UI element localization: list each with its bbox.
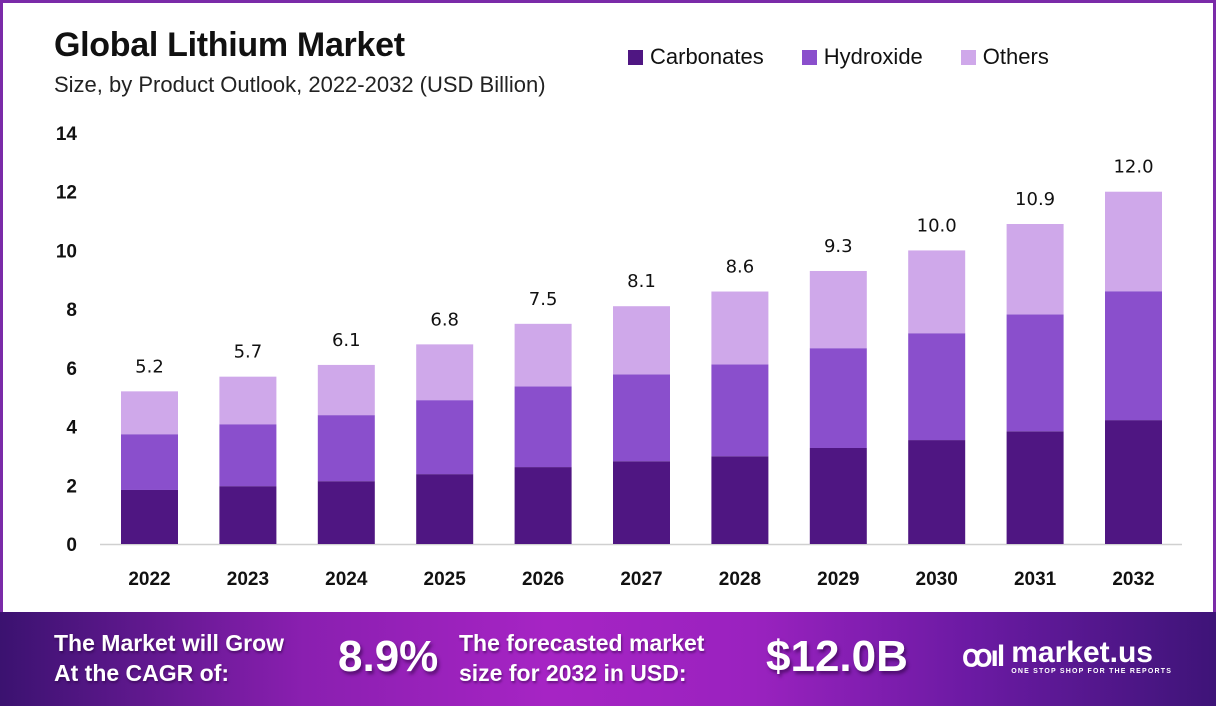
stacked-bar-chart: 0 2 4 6 8 10 12 14 5.2 2022 5.7 2023 6.1 2024 6.8 2025 7…	[56, 124, 1182, 590]
bar-total-label: 6.1	[332, 330, 361, 351]
bar-segment-hydroxide	[809, 348, 867, 449]
bar-total-label: 12.0	[1113, 157, 1153, 178]
bar-segment-carbonates	[908, 440, 966, 544]
bar-segment-others	[1006, 224, 1064, 315]
bar-segment-others	[711, 291, 769, 365]
x-tick-label: 2028	[719, 569, 761, 590]
x-tick-label: 2032	[1112, 569, 1154, 590]
legend-swatch-carbonates	[628, 49, 643, 65]
bar-segment-others	[121, 391, 178, 435]
logo-wordmark: market.us ONE STOP SHOP FOR THE REPORTS	[1011, 636, 1173, 676]
cagr-value: 8.9%	[338, 632, 439, 681]
bar-segment-hydroxide	[416, 400, 474, 475]
y-tick-label: 12	[56, 183, 77, 204]
x-tick-label: 2023	[227, 569, 269, 590]
bar-segment-hydroxide	[711, 364, 769, 457]
bar-segment-others	[1105, 191, 1162, 292]
bar-segment-carbonates	[1105, 420, 1162, 544]
logo-name: market.us	[1011, 636, 1153, 669]
bar-segment-carbonates	[613, 461, 670, 544]
bar-segment-carbonates	[1006, 431, 1064, 544]
x-tick-label: 2030	[916, 569, 958, 590]
bar-segment-others	[613, 306, 670, 375]
bar-segment-others	[219, 376, 277, 425]
y-tick-label: 14	[56, 124, 78, 145]
bar-segment-others	[809, 270, 867, 349]
bar-total-label: 7.5	[529, 289, 558, 310]
legend-swatch-hydroxide	[801, 49, 817, 65]
bar-segment-hydroxide	[514, 386, 572, 468]
x-tick-label: 2029	[817, 569, 859, 590]
cagr-label: The Market will Grow At the CAGR of:	[54, 628, 284, 688]
bar-total-label: 6.8	[430, 309, 459, 330]
bar-segment-others	[317, 364, 375, 416]
bar-segment-carbonates	[219, 486, 277, 544]
bar-segment-hydroxide	[317, 415, 375, 482]
y-tick-label: 6	[66, 359, 77, 380]
y-tick-label: 4	[66, 418, 77, 439]
x-tick-label: 2025	[424, 569, 467, 590]
bar-total-label: 8.6	[726, 257, 755, 278]
footer-banner: The Market will Grow At the CAGR of: 8.9…	[0, 612, 1216, 706]
bar-total-label: 8.1	[627, 271, 656, 292]
x-tick-label: 2031	[1014, 569, 1057, 590]
bar-total-label: 10.9	[1015, 189, 1055, 210]
x-tick-label: 2027	[620, 569, 662, 590]
bar-segment-others	[416, 344, 474, 401]
forecast-label-line2: size for 2032 in USD:	[459, 660, 687, 686]
legend-swatch-others	[960, 49, 976, 65]
legend: Carbonates Hydroxide Others	[628, 44, 1049, 70]
legend-item-hydroxide: Hydroxide	[801, 44, 923, 70]
logo-mark-icon: ꝏıl	[962, 640, 1005, 673]
legend-item-carbonates: Carbonates	[628, 44, 764, 70]
bar-segment-hydroxide	[1006, 314, 1064, 432]
bar-segment-hydroxide	[908, 333, 966, 441]
bar-total-label: 5.2	[135, 356, 164, 377]
bar-segment-hydroxide	[121, 434, 178, 490]
x-tick-label: 2026	[522, 569, 564, 590]
x-tick-label: 2022	[128, 569, 170, 590]
bar-total-label: 5.7	[234, 342, 263, 363]
y-tick-label: 2	[66, 476, 77, 497]
market-us-logo[interactable]: ꝏıl market.us ONE STOP SHOP FOR THE REPO…	[962, 636, 1173, 676]
logo-tagline: ONE STOP SHOP FOR THE REPORTS	[1011, 668, 1173, 675]
y-tick-label: 8	[66, 300, 77, 321]
bar-segment-carbonates	[711, 456, 769, 544]
legend-label: Carbonates	[650, 44, 764, 69]
bar-total-label: 10.0	[917, 215, 957, 236]
legend-label: Others	[982, 44, 1049, 69]
bar-segment-carbonates	[121, 489, 178, 544]
bar-segment-others	[514, 323, 572, 387]
bar-segment-hydroxide	[1105, 291, 1162, 421]
bar-segment-hydroxide	[219, 424, 277, 487]
forecast-label: The forecasted market size for 2032 in U…	[459, 628, 704, 688]
bar-segment-carbonates	[416, 474, 474, 544]
cagr-label-line2: At the CAGR of:	[54, 660, 230, 686]
chart-title: Global Lithium Market	[54, 26, 405, 64]
legend-label: Hydroxide	[823, 44, 923, 69]
y-tick-label: 10	[56, 241, 77, 262]
legend-item-others: Others	[960, 44, 1049, 70]
bar-segment-hydroxide	[613, 374, 670, 462]
bar-segment-others	[908, 250, 966, 334]
bar-total-label: 9.3	[824, 236, 853, 257]
cagr-label-line1: The Market will Grow	[54, 630, 285, 656]
y-tick-label: 0	[66, 535, 77, 556]
bar-segment-carbonates	[514, 467, 572, 544]
bar-segment-carbonates	[809, 448, 867, 544]
chart-subtitle: Size, by Product Outlook, 2022-2032 (USD…	[54, 72, 546, 97]
bar-segment-carbonates	[317, 481, 375, 544]
x-tick-label: 2024	[325, 569, 368, 590]
forecast-value: $12.0B	[766, 632, 908, 681]
forecast-label-line1: The forecasted market	[459, 630, 705, 656]
